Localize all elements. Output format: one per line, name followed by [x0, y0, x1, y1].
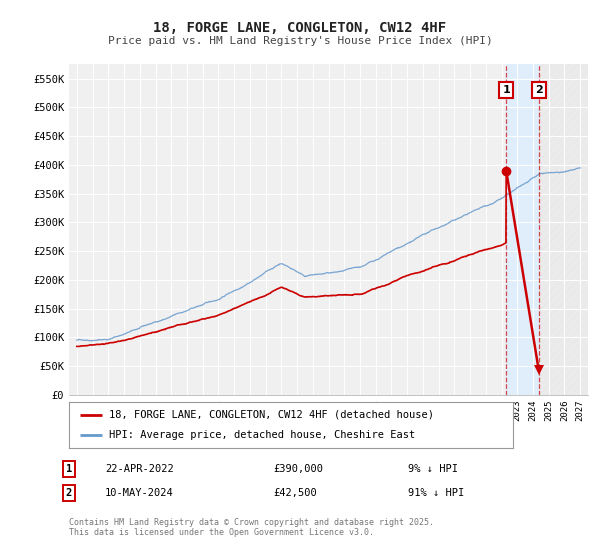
Bar — [506, 64, 539, 395]
Text: Contains HM Land Registry data © Crown copyright and database right 2025.
This d: Contains HM Land Registry data © Crown c… — [69, 518, 434, 538]
Bar — [539, 64, 588, 395]
Text: 2: 2 — [535, 85, 542, 95]
Text: 18, FORGE LANE, CONGLETON, CW12 4HF: 18, FORGE LANE, CONGLETON, CW12 4HF — [154, 21, 446, 35]
Text: £42,500: £42,500 — [273, 488, 317, 498]
Text: £390,000: £390,000 — [273, 464, 323, 474]
Text: 10-MAY-2024: 10-MAY-2024 — [105, 488, 174, 498]
Text: 91% ↓ HPI: 91% ↓ HPI — [408, 488, 464, 498]
Text: Price paid vs. HM Land Registry's House Price Index (HPI): Price paid vs. HM Land Registry's House … — [107, 36, 493, 46]
Text: 9% ↓ HPI: 9% ↓ HPI — [408, 464, 458, 474]
Text: 1: 1 — [66, 464, 72, 474]
Text: 1: 1 — [502, 85, 510, 95]
Text: 18, FORGE LANE, CONGLETON, CW12 4HF (detached house): 18, FORGE LANE, CONGLETON, CW12 4HF (det… — [109, 409, 434, 419]
Text: 2: 2 — [66, 488, 72, 498]
Text: 22-APR-2022: 22-APR-2022 — [105, 464, 174, 474]
Text: HPI: Average price, detached house, Cheshire East: HPI: Average price, detached house, Ches… — [109, 430, 415, 440]
